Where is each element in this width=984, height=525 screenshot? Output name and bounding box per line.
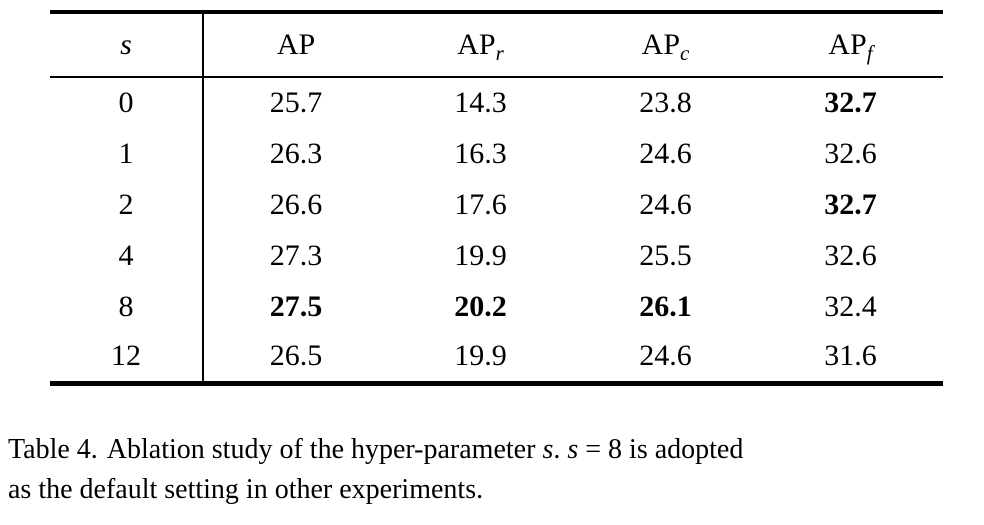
cell-s: 2 <box>50 179 204 230</box>
header-apc-label: AP <box>641 28 681 61</box>
caption-math-s: s <box>567 434 579 465</box>
apc-value: 25.5 <box>639 238 692 272</box>
cell-s: 8 <box>50 281 204 332</box>
apr-value: 19.9 <box>454 339 507 373</box>
cell-apr: 19.9 <box>388 230 573 281</box>
cell-s: 12 <box>50 332 204 383</box>
s-value: 12 <box>111 339 141 373</box>
cell-apr: 14.3 <box>388 77 573 128</box>
cell-ap: 26.6 <box>203 179 388 230</box>
table-row: 12 26.5 19.9 24.6 31.6 <box>50 332 943 383</box>
cell-apr: 17.6 <box>388 179 573 230</box>
table-row: 4 27.3 19.9 25.5 32.6 <box>50 230 943 281</box>
ap-value: 26.6 <box>269 187 323 221</box>
apr-value: 17.6 <box>454 187 507 221</box>
header-apf-sub: f <box>866 41 873 65</box>
header-cell-apf: APf <box>758 12 943 78</box>
header-apr-label: AP <box>457 28 496 61</box>
cell-apr: 20.2 <box>388 281 573 332</box>
cell-apc: 23.8 <box>573 77 758 128</box>
caption-math-s: s <box>542 434 554 465</box>
s-value: 2 <box>118 187 134 221</box>
ap-value: 27.3 <box>269 238 323 272</box>
s-value: 4 <box>118 238 134 272</box>
apr-value: 19.9 <box>454 238 507 272</box>
cell-apf: 32.7 <box>758 179 943 230</box>
table-row: 1 26.3 16.3 24.6 32.6 <box>50 128 943 179</box>
header-cell-apr: APr <box>388 12 573 78</box>
apf-value: 32.6 <box>824 238 877 272</box>
header-apf-label: AP <box>828 28 867 61</box>
apf-value: 32.7 <box>824 187 877 221</box>
cell-apf: 32.4 <box>758 281 943 332</box>
table-caption: Table 4. Ablation study of the hyper-para… <box>8 430 973 510</box>
header-cell-apc: APc <box>573 12 758 78</box>
s-value: 0 <box>118 86 134 119</box>
cell-apc: 24.6 <box>573 179 758 230</box>
header-s-label: s <box>120 28 132 61</box>
cell-apf: 32.6 <box>758 230 943 281</box>
apr-value: 16.3 <box>454 136 507 170</box>
cell-apc: 26.1 <box>573 281 758 332</box>
cell-apf: 31.6 <box>758 332 943 383</box>
cell-apc: 24.6 <box>573 332 758 383</box>
ablation-table: s AP APr APc APf 0 25.7 14.3 23.8 32.7 1… <box>50 10 943 386</box>
cell-ap: 27.5 <box>203 281 388 332</box>
apr-value: 14.3 <box>454 86 507 119</box>
cell-apr: 16.3 <box>388 128 573 179</box>
apc-value: 26.1 <box>639 289 692 323</box>
caption-label: Table 4. <box>8 434 98 465</box>
cell-s: 4 <box>50 230 204 281</box>
ap-value: 25.7 <box>269 86 323 119</box>
cell-ap: 27.3 <box>203 230 388 281</box>
apc-value: 24.6 <box>639 136 692 170</box>
table-row: 2 26.6 17.6 24.6 32.7 <box>50 179 943 230</box>
apf-value: 31.6 <box>824 339 877 373</box>
table-row: 0 25.7 14.3 23.8 32.7 <box>50 77 943 128</box>
cell-ap: 26.3 <box>203 128 388 179</box>
s-value: 8 <box>118 289 134 323</box>
apf-value: 32.6 <box>824 136 877 170</box>
cell-apf: 32.7 <box>758 77 943 128</box>
ap-value: 27.5 <box>269 289 323 323</box>
caption-line-2: as the default setting in other experime… <box>8 470 973 510</box>
ap-value: 26.3 <box>269 136 323 170</box>
header-ap-label: AP <box>276 28 316 61</box>
caption-text: as the default setting in other experime… <box>8 474 484 505</box>
apf-value: 32.4 <box>824 289 877 323</box>
caption-text: . <box>553 434 568 465</box>
ap-value: 26.5 <box>269 339 323 373</box>
table-row: 8 27.5 20.2 26.1 32.4 <box>50 281 943 332</box>
cell-apc: 24.6 <box>573 128 758 179</box>
cell-ap: 25.7 <box>203 77 388 128</box>
apc-value: 24.6 <box>639 187 692 221</box>
cell-ap: 26.5 <box>203 332 388 383</box>
header-cell-s: s <box>50 12 204 78</box>
table-header-row: s AP APr APc APf <box>50 12 943 78</box>
apr-value: 20.2 <box>454 289 507 323</box>
apc-value: 23.8 <box>639 86 692 119</box>
caption-text: Ablation study of the hyper-parameter <box>106 434 543 465</box>
header-apr-sub: r <box>495 41 504 65</box>
cell-apr: 19.9 <box>388 332 573 383</box>
s-value: 1 <box>118 136 134 170</box>
caption-text: = 8 is adopted <box>578 434 744 465</box>
header-cell-ap: AP <box>203 12 388 78</box>
apc-value: 24.6 <box>639 339 692 373</box>
apf-value: 32.7 <box>824 86 877 119</box>
cell-apc: 25.5 <box>573 230 758 281</box>
cell-s: 1 <box>50 128 204 179</box>
header-apc-sub: c <box>680 41 690 65</box>
caption-line-1: Table 4. Ablation study of the hyper-para… <box>8 430 973 470</box>
cell-s: 0 <box>50 77 204 128</box>
cell-apf: 32.6 <box>758 128 943 179</box>
